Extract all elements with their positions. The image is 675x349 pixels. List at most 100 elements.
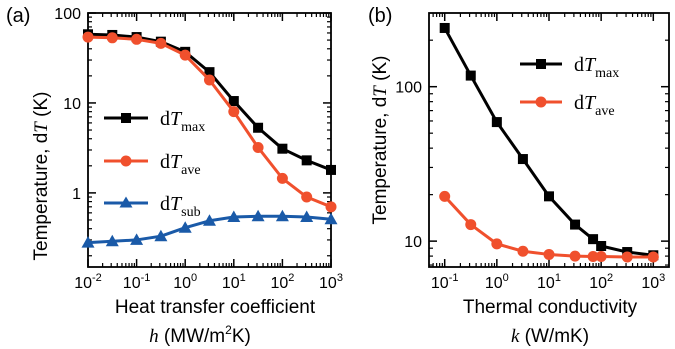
data-point-circle — [595, 251, 607, 263]
data-point-square — [439, 22, 450, 33]
x-tick-label: 10-1 — [431, 272, 459, 292]
data-point-square — [544, 191, 554, 202]
legend-item-b-tave: dTave — [520, 92, 615, 119]
data-point-circle — [203, 74, 215, 86]
panel-b: (b) Temperature, dT (K) Thermal conducti… — [368, 5, 670, 347]
data-point-circle — [517, 245, 529, 257]
x-tick-label: 100 — [485, 272, 509, 292]
y-tick-label: 10 — [404, 234, 422, 251]
x-tick-label: 103 — [319, 272, 343, 292]
x-tick-label: 100 — [173, 272, 197, 292]
data-point-triangle — [227, 210, 241, 222]
data-point-circle — [155, 37, 167, 49]
panel-b-xlabel: Thermal conductivity — [463, 297, 638, 318]
y-tick-label: 100 — [395, 80, 422, 97]
data-point-circle — [647, 251, 659, 263]
data-point-circle — [106, 32, 118, 44]
data-point-triangle — [81, 236, 95, 248]
data-point-circle — [543, 248, 555, 260]
series-a-ave — [82, 31, 337, 213]
data-point-square — [228, 96, 239, 107]
data-point-circle — [587, 251, 599, 263]
data-point-circle — [325, 201, 337, 213]
data-point-circle — [179, 49, 191, 61]
series-b-ave-line — [443, 195, 654, 259]
panel-b-label: (b) — [368, 5, 392, 27]
legend-circle-marker — [120, 155, 132, 167]
data-point-triangle — [154, 229, 168, 242]
legend-square-marker — [536, 59, 546, 69]
data-point-circle — [301, 191, 313, 203]
legend-triangle-marker — [119, 196, 133, 208]
panel-a-label: (a) — [6, 5, 30, 27]
data-point-square — [517, 154, 528, 165]
panel-b-plot: 10-1 100 101 102 103 10 100 — [395, 12, 670, 292]
data-point-square — [588, 234, 599, 245]
panel-a-plot: 10-2 10-1 100 101 102 103 1 10 100 — [54, 6, 343, 292]
data-point-circle — [252, 141, 264, 153]
data-point-triangle — [178, 221, 192, 233]
data-point-square — [204, 67, 215, 78]
data-point-square — [465, 70, 476, 81]
data-point-circle — [276, 172, 288, 184]
data-point-triangle — [251, 209, 265, 222]
data-point-circle — [439, 190, 451, 202]
panel-a-xlabel: Heat transfer coefficient — [115, 297, 316, 318]
data-point-circle — [82, 31, 94, 43]
x-tick-label: 101 — [537, 272, 561, 292]
data-point-square — [253, 122, 264, 133]
data-point-triangle — [324, 212, 338, 225]
data-point-circle — [465, 219, 477, 231]
legend-item-a-tave: dTave — [104, 151, 201, 178]
data-point-circle — [621, 251, 633, 263]
data-point-square — [277, 143, 288, 154]
series-b-ave — [439, 190, 659, 263]
data-point-circle — [228, 106, 240, 118]
x-tick-label: 10-2 — [74, 272, 102, 292]
series-b-max-line — [443, 27, 654, 257]
panel-a: (a) Temperature, dT (K) Heat transfer co… — [6, 5, 343, 347]
legend-label: dTsub — [160, 193, 201, 220]
plot-frame — [87, 12, 332, 268]
panel-b-legend: dTmax dTave — [520, 54, 619, 119]
panel-a-legend: dTmax dTave dTsub — [104, 108, 205, 220]
x-tick-label: 10-1 — [123, 272, 151, 292]
series-a-max — [83, 29, 336, 175]
panel-a-ylabel: Temperature, dT (K) — [31, 92, 52, 261]
panel-a-xlabel-line2: h (MW/m2K) — [149, 323, 251, 347]
legend-label: dTave — [574, 92, 615, 119]
data-point-square — [570, 219, 581, 230]
panel-b-xlabel-line2: k (W/mK) — [511, 326, 589, 347]
data-point-triangle — [275, 209, 289, 222]
data-point-square — [301, 155, 312, 166]
data-point-circle — [569, 250, 581, 262]
data-point-circle — [131, 33, 143, 45]
y-tick-label: 10 — [63, 96, 81, 113]
x-tick-label: 103 — [641, 272, 665, 292]
data-point-triangle — [202, 214, 216, 226]
data-point-circle — [491, 238, 503, 250]
panel-b-ylabel: Temperature, dT (K) — [370, 56, 391, 225]
y-tick-label: 1 — [72, 186, 81, 203]
data-point-square — [491, 117, 502, 128]
legend-label: dTmax — [574, 54, 619, 81]
legend-item-a-tmax: dTmax — [104, 108, 205, 135]
x-tick-label: 102 — [589, 272, 613, 292]
plot-frame — [428, 12, 670, 268]
data-point-square — [596, 240, 607, 251]
data-point-triangle — [105, 234, 119, 247]
data-point-triangle — [300, 210, 314, 222]
legend-circle-marker — [535, 96, 547, 108]
legend-label: dTave — [160, 151, 201, 178]
legend-item-b-tmax: dTmax — [520, 54, 619, 81]
legend-square-marker — [121, 113, 131, 123]
x-tick-label: 101 — [222, 272, 246, 292]
data-point-square — [326, 164, 336, 175]
y-tick-label: 100 — [54, 6, 81, 23]
legend-item-a-tsub: dTsub — [104, 193, 201, 220]
series-a-sub — [81, 209, 338, 248]
series-a-max-line — [87, 32, 332, 172]
x-tick-label: 102 — [270, 272, 294, 292]
data-point-triangle — [130, 233, 144, 245]
